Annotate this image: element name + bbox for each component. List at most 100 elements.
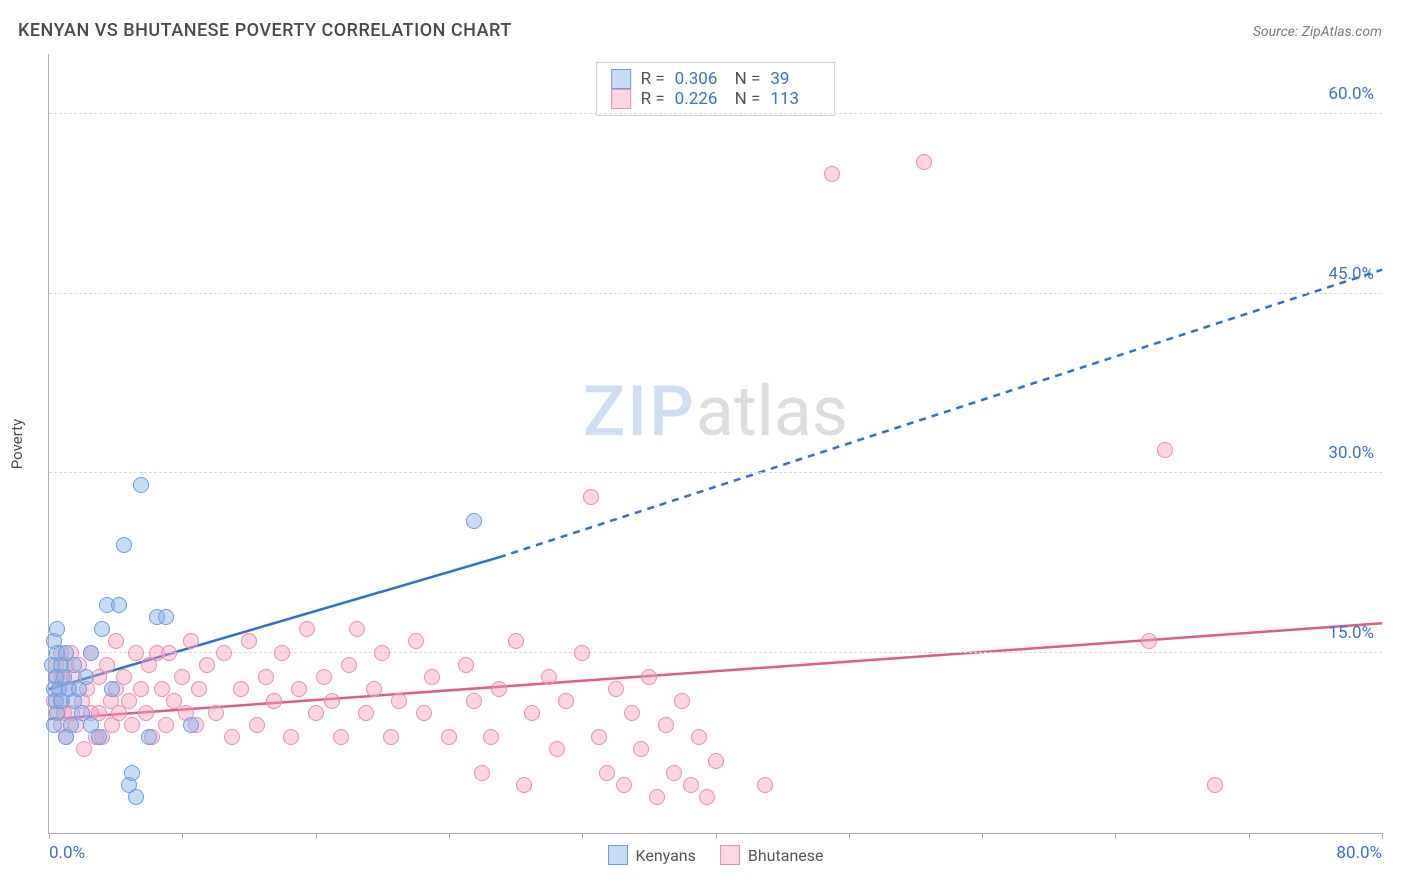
point-bhutanese [824, 166, 840, 182]
point-bhutanese [374, 645, 390, 661]
point-kenyan [124, 765, 140, 781]
point-kenyan [63, 717, 79, 733]
point-bhutanese [474, 765, 490, 781]
point-bhutanese [258, 669, 274, 685]
point-bhutanese [391, 693, 407, 709]
point-bhutanese [658, 717, 674, 733]
point-bhutanese [491, 681, 507, 697]
point-bhutanese [608, 681, 624, 697]
x-tick [1249, 833, 1250, 839]
point-bhutanese [424, 669, 440, 685]
point-bhutanese [757, 777, 773, 793]
point-bhutanese [691, 729, 707, 745]
point-bhutanese [441, 729, 457, 745]
correlation-legend: R =0.306N =39R =0.226N =113 [596, 62, 836, 116]
x-tick [582, 833, 583, 839]
point-bhutanese [138, 705, 154, 721]
point-bhutanese [616, 777, 632, 793]
point-kenyan [158, 609, 174, 625]
point-bhutanese [308, 705, 324, 721]
legend-swatch-icon [607, 845, 627, 865]
chart-title: KENYAN VS BHUTANESE POVERTY CORRELATION … [18, 20, 512, 41]
point-bhutanese [466, 693, 482, 709]
point-kenyan [116, 537, 132, 553]
x-tick [49, 833, 50, 839]
point-bhutanese [641, 669, 657, 685]
point-bhutanese [291, 681, 307, 697]
point-bhutanese [524, 705, 540, 721]
x-tick [316, 833, 317, 839]
point-kenyan [83, 645, 99, 661]
point-bhutanese [174, 669, 190, 685]
point-bhutanese [133, 681, 149, 697]
trend-svg [49, 54, 1382, 833]
point-bhutanese [558, 693, 574, 709]
point-bhutanese [674, 693, 690, 709]
gridline [49, 472, 1382, 473]
point-kenyan [94, 621, 110, 637]
point-bhutanese [266, 693, 282, 709]
plot-area: Poverty ZIPatlas R =0.306N =39R =0.226N … [48, 54, 1382, 834]
point-bhutanese [116, 669, 132, 685]
point-bhutanese [341, 657, 357, 673]
point-bhutanese [1207, 777, 1223, 793]
point-bhutanese [583, 489, 599, 505]
point-bhutanese [249, 717, 265, 733]
point-bhutanese [916, 154, 932, 170]
point-bhutanese [416, 705, 432, 721]
point-kenyan [466, 513, 482, 529]
legend-item: Kenyans [607, 845, 695, 865]
point-bhutanese [316, 669, 332, 685]
point-bhutanese [124, 717, 140, 733]
point-bhutanese [324, 693, 340, 709]
point-bhutanese [649, 789, 665, 805]
point-bhutanese [183, 633, 199, 649]
point-bhutanese [358, 705, 374, 721]
point-bhutanese [483, 729, 499, 745]
x-tick [449, 833, 450, 839]
point-kenyan [91, 729, 107, 745]
point-bhutanese [76, 741, 92, 757]
point-bhutanese [333, 729, 349, 745]
point-bhutanese [666, 765, 682, 781]
point-kenyan [128, 789, 144, 805]
source-label: Source: ZipAtlas.com [1253, 24, 1382, 40]
point-bhutanese [128, 645, 144, 661]
legend-row: R =0.306N =39 [611, 69, 821, 89]
y-tick-label: 30.0% [1328, 443, 1374, 463]
point-kenyan [111, 597, 127, 613]
x-tick [982, 833, 983, 839]
point-bhutanese [458, 657, 474, 673]
x-label-start: 0.0% [49, 843, 85, 863]
point-kenyan [183, 717, 199, 733]
gridline [49, 652, 1382, 653]
legend-item: Bhutanese [720, 845, 824, 865]
point-bhutanese [99, 657, 115, 673]
point-bhutanese [408, 633, 424, 649]
point-bhutanese [224, 729, 240, 745]
point-bhutanese [708, 753, 724, 769]
point-bhutanese [591, 729, 607, 745]
point-bhutanese [233, 681, 249, 697]
point-bhutanese [633, 741, 649, 757]
point-bhutanese [383, 729, 399, 745]
point-bhutanese [683, 777, 699, 793]
gridline [49, 113, 1382, 114]
legend-swatch-icon [720, 845, 740, 865]
x-tick [182, 833, 183, 839]
point-bhutanese [121, 693, 137, 709]
gridline [49, 293, 1382, 294]
point-bhutanese [599, 765, 615, 781]
x-tick [1382, 833, 1383, 839]
point-bhutanese [274, 645, 290, 661]
point-kenyan [104, 681, 120, 697]
point-bhutanese [208, 705, 224, 721]
point-bhutanese [549, 741, 565, 757]
x-tick [716, 833, 717, 839]
legend-swatch-icon [611, 89, 631, 109]
point-kenyan [141, 729, 157, 745]
point-bhutanese [624, 705, 640, 721]
point-bhutanese [508, 633, 524, 649]
x-label-end: 80.0% [1336, 843, 1382, 863]
point-kenyan [133, 477, 149, 493]
